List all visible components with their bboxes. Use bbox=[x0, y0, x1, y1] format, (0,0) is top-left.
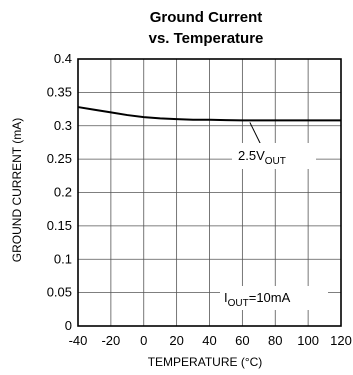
y-tick-label: 0.25 bbox=[47, 151, 72, 166]
x-axis-label: TEMPERATURE (°C) bbox=[148, 355, 263, 369]
y-tick-label: 0.2 bbox=[54, 185, 72, 200]
condition-background bbox=[220, 286, 328, 310]
y-tick-label: 0.1 bbox=[54, 251, 72, 266]
x-tick-label: 120 bbox=[330, 333, 352, 348]
y-tick-labels: 0 0.05 0.1 0.15 0.2 0.25 0.3 0.35 0.4 bbox=[47, 51, 72, 333]
x-tick-label: 80 bbox=[268, 333, 282, 348]
grid-lines bbox=[77, 58, 342, 327]
y-tick-label: 0 bbox=[65, 318, 72, 333]
chart-title-line1: Ground Current bbox=[150, 9, 263, 26]
annotation-leader-line bbox=[249, 122, 263, 148]
series-annotation: 2.5VOUT bbox=[238, 148, 286, 167]
x-tick-label: 100 bbox=[297, 333, 319, 348]
x-tick-label: 40 bbox=[202, 333, 216, 348]
x-tick-label: 0 bbox=[140, 333, 147, 348]
chart-title-line2: vs. Temperature bbox=[149, 30, 264, 47]
y-tick-label: 0.3 bbox=[54, 118, 72, 133]
series-line bbox=[77, 106, 341, 122]
y-tick-label: 0.15 bbox=[47, 218, 72, 233]
condition-rest: =10mA bbox=[249, 290, 291, 305]
annotation-background bbox=[232, 143, 316, 169]
y-tick-label: 0.35 bbox=[47, 84, 72, 99]
series-annotation-main: 2.5V bbox=[238, 148, 265, 163]
series-annotation-sub: OUT bbox=[265, 156, 286, 167]
x-tick-label: 20 bbox=[169, 333, 183, 348]
y-axis-label: GROUND CURRENT (mA) bbox=[10, 118, 24, 262]
condition-main: I bbox=[224, 290, 228, 305]
series-group bbox=[77, 106, 341, 122]
y-tick-label: 0.4 bbox=[54, 51, 72, 66]
x-tick-label: -20 bbox=[101, 333, 120, 348]
x-tick-label: 60 bbox=[235, 333, 249, 348]
plot-frame bbox=[77, 58, 342, 327]
x-tick-label: -40 bbox=[69, 333, 88, 348]
x-tick-labels: -40 -20 0 20 40 60 80 100 120 bbox=[69, 333, 352, 348]
condition-sub: OUT bbox=[228, 298, 249, 309]
y-tick-label: 0.05 bbox=[47, 285, 72, 300]
condition-annotation: IOUT=10mA bbox=[224, 290, 291, 309]
